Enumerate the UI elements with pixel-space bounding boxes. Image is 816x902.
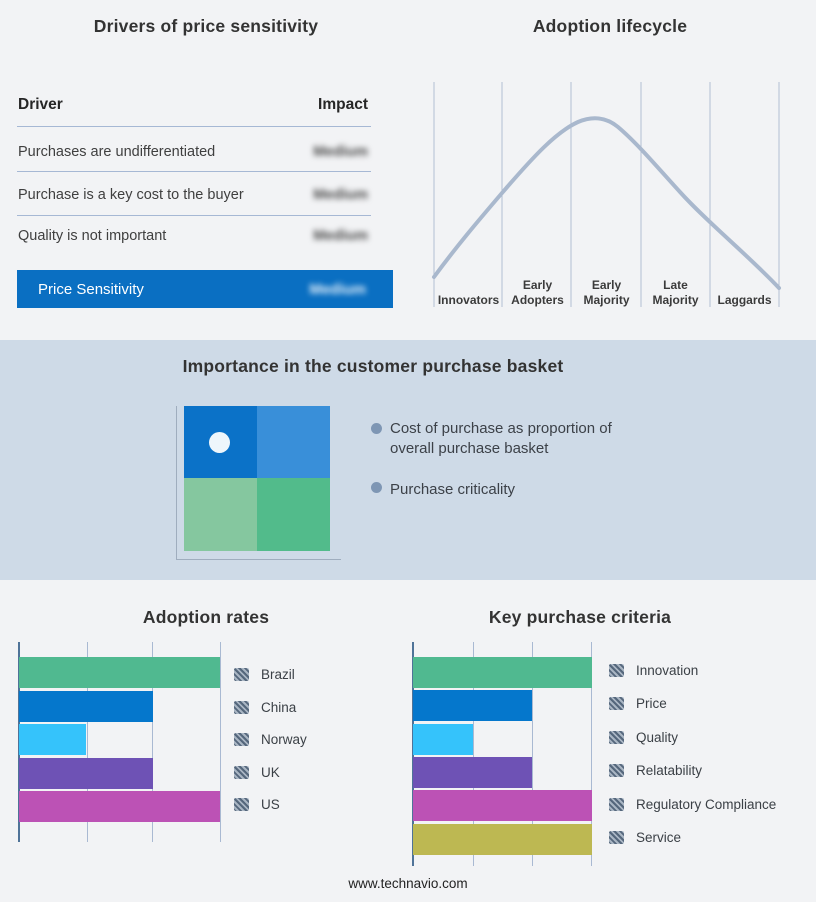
summary-impact-blurred: Medium xyxy=(309,280,366,298)
legend-label: Price xyxy=(636,695,667,711)
impact-cell-blurred: Medium xyxy=(313,228,368,244)
impact-column-header: Impact xyxy=(318,96,368,113)
legend-item: UK xyxy=(234,759,280,785)
driver-cell: Purchase is a key cost to the buyer xyxy=(18,187,244,203)
driver-cell: Quality is not important xyxy=(18,228,167,244)
drivers-table-header: Driver Impact xyxy=(18,96,368,114)
driver-column-header: Driver xyxy=(18,96,63,113)
hatched-swatch-icon xyxy=(609,797,624,811)
legend-label: Brazil xyxy=(261,666,295,682)
table-row: Purchase is a key cost to the buyer Medi… xyxy=(18,181,368,209)
stage-label-early-adopters: Early Adopters xyxy=(511,278,564,307)
legend-item: China xyxy=(234,694,296,720)
stage-label-late-majority: Late Majority xyxy=(652,278,699,307)
legend-label: UK xyxy=(261,764,280,780)
stage-label-laggards: Laggards xyxy=(717,293,772,307)
quadrant-top-right xyxy=(257,406,330,478)
hatched-swatch-icon xyxy=(234,765,249,779)
bullet-item: Purchase criticality xyxy=(390,481,516,498)
legend-label: Regulatory Compliance xyxy=(636,796,777,812)
legend-label: Relatability xyxy=(636,762,703,778)
legend-item: US xyxy=(234,791,280,817)
basket-panel-title: Importance in the customer purchase bask… xyxy=(182,356,564,376)
legend-item: Innovation xyxy=(609,657,698,683)
price-sensitivity-summary-bar: Price Sensitivity Medium xyxy=(17,270,393,308)
drivers-panel-title: Drivers of price sensitivity xyxy=(93,16,319,36)
gridline xyxy=(532,642,533,866)
lifecycle-panel-title: Adoption lifecycle xyxy=(532,16,688,36)
legend-label: US xyxy=(261,796,280,812)
table-row: Purchases are undifferentiated Medium xyxy=(18,138,368,166)
bar-regulatory-compliance xyxy=(413,790,592,821)
hatched-swatch-icon xyxy=(234,797,249,811)
legend-item: Service xyxy=(609,824,681,850)
bar-service xyxy=(413,824,592,855)
hatched-swatch-icon xyxy=(609,763,624,777)
quadrant-bottom-right xyxy=(257,478,330,551)
quadrant-y-axis xyxy=(176,406,177,560)
adoption-rates-title: Adoption rates xyxy=(142,607,270,627)
legend-item: Norway xyxy=(234,726,307,752)
table-row: Quality is not important Medium xyxy=(18,222,368,250)
gridline xyxy=(591,642,592,866)
lifecycle-gridlines xyxy=(433,82,780,307)
website-url: www.technavio.com xyxy=(348,876,468,891)
bar-price xyxy=(413,690,532,721)
row-separator xyxy=(17,171,371,172)
stage-label-innovators: Innovators xyxy=(437,293,500,307)
gridline xyxy=(87,642,88,842)
summary-label: Price Sensitivity xyxy=(38,280,144,298)
impact-cell-blurred: Medium xyxy=(313,144,368,160)
bar-uk xyxy=(19,758,153,789)
legend-label: Norway xyxy=(261,731,307,747)
quadrant-position-dot xyxy=(209,432,230,453)
legend-item: Relatability xyxy=(609,757,702,783)
legend-label: China xyxy=(261,699,297,715)
hatched-swatch-icon xyxy=(609,830,624,844)
bar-norway xyxy=(19,724,86,755)
gridline xyxy=(473,642,474,866)
legend-item: Regulatory Compliance xyxy=(609,791,776,817)
bullet-icon xyxy=(371,482,382,493)
stage-label-early-majority: Early Majority xyxy=(583,278,630,307)
hatched-swatch-icon xyxy=(234,732,249,746)
hatched-swatch-icon xyxy=(609,663,624,677)
header-underline xyxy=(17,126,371,127)
bar-innovation xyxy=(413,657,592,688)
bell-curve xyxy=(432,116,781,290)
adoption-lifecycle-chart xyxy=(432,82,781,307)
bar-quality xyxy=(413,724,473,755)
bullet-icon xyxy=(371,423,382,434)
gridline xyxy=(220,642,221,842)
bar-china xyxy=(19,691,153,722)
lifecycle-stage-labels: Innovators Early Adopters Early Majority… xyxy=(434,274,779,308)
quadrant-bottom-left xyxy=(184,478,257,551)
hatched-swatch-icon xyxy=(609,730,624,744)
bullet-item: Cost of purchase as proportion of overal… xyxy=(390,420,612,457)
bar-relatability xyxy=(413,757,532,788)
row-separator xyxy=(17,215,371,216)
quadrant-x-axis xyxy=(176,559,341,560)
key-purchase-title: Key purchase criteria xyxy=(488,607,672,627)
gridline xyxy=(152,642,153,842)
bar-brazil xyxy=(19,657,220,688)
driver-cell: Purchases are undifferentiated xyxy=(18,144,216,160)
hatched-swatch-icon xyxy=(234,667,249,681)
legend-item: Brazil xyxy=(234,661,295,687)
legend-item: Price xyxy=(609,690,667,716)
legend-label: Quality xyxy=(636,729,679,745)
legend-item: Quality xyxy=(609,724,678,750)
purchase-basket-band xyxy=(0,340,816,580)
hatched-swatch-icon xyxy=(234,700,249,714)
hatched-swatch-icon xyxy=(609,696,624,710)
bar-us xyxy=(19,791,220,822)
legend-label: Service xyxy=(636,829,682,845)
legend-label: Innovation xyxy=(636,662,699,678)
impact-cell-blurred: Medium xyxy=(313,187,368,203)
